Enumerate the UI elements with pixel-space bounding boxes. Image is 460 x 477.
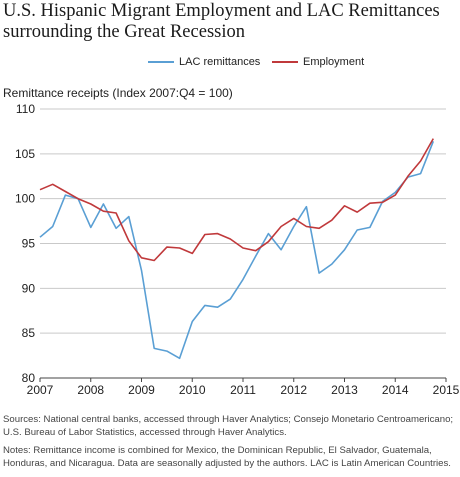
y-tick-label-80: 80 (22, 371, 36, 385)
y-tick-label-105: 105 (15, 147, 35, 161)
y-tick-label-95: 95 (22, 237, 36, 251)
legend-label-remittances: LAC remittances (179, 56, 261, 68)
y-axis-label: Remittance receipts (Index 2007:Q4 = 100… (3, 86, 233, 100)
y-tick-label-100: 100 (15, 192, 35, 206)
series-line-employment (39, 138, 434, 262)
x-tick-label-2012: 2012 (280, 383, 307, 397)
x-tick-label-2014: 2014 (382, 383, 409, 397)
legend-label-employment: Employment (303, 56, 365, 68)
x-tick-label-2011: 2011 (230, 383, 256, 397)
legend-swatch-remittances (148, 61, 174, 63)
notes-text: Notes: Remittance income is combined for… (3, 445, 451, 469)
x-tick-label-2013: 2013 (331, 383, 358, 397)
legend-item-employment: Employment (272, 56, 364, 68)
x-tick-label-2009: 2009 (128, 383, 155, 397)
sources-note: Sources: National central banks, accesse… (3, 414, 454, 438)
legend-item-remittances: LAC remittances (148, 56, 260, 68)
y-tick-label-90: 90 (22, 281, 36, 295)
series-line-lac-remittances (39, 141, 435, 360)
chart-title: U.S. Hispanic Migrant Employment and LAC… (3, 1, 440, 42)
y-tick-label-110: 110 (16, 102, 35, 116)
legend-swatch-employment (272, 61, 298, 63)
x-tick-label-2015: 2015 (433, 383, 460, 397)
x-tick-label-2007: 2007 (27, 383, 54, 397)
y-tick-label-85: 85 (22, 326, 36, 340)
x-tick-label-2008: 2008 (77, 383, 104, 397)
x-tick-label-2010: 2010 (179, 383, 206, 397)
